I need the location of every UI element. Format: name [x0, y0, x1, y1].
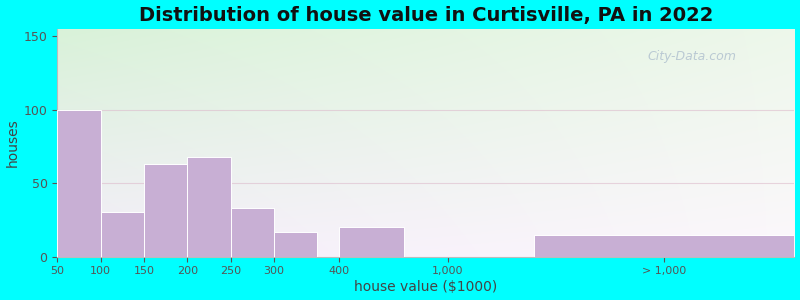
Text: City-Data.com: City-Data.com	[647, 50, 736, 63]
Bar	[187, 157, 230, 256]
Title: Distribution of house value in Curtisville, PA in 2022: Distribution of house value in Curtisvil…	[138, 6, 713, 25]
Bar	[144, 164, 187, 256]
Bar	[101, 212, 144, 256]
Y-axis label: houses: houses	[6, 118, 19, 167]
Bar	[58, 110, 101, 256]
X-axis label: house value ($1000): house value ($1000)	[354, 280, 498, 294]
Bar	[339, 227, 404, 256]
Bar	[274, 232, 318, 256]
Bar	[230, 208, 274, 256]
Bar	[534, 235, 794, 256]
